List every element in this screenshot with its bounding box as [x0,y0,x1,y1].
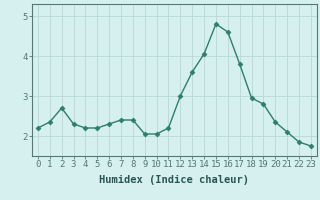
X-axis label: Humidex (Indice chaleur): Humidex (Indice chaleur) [100,175,249,185]
